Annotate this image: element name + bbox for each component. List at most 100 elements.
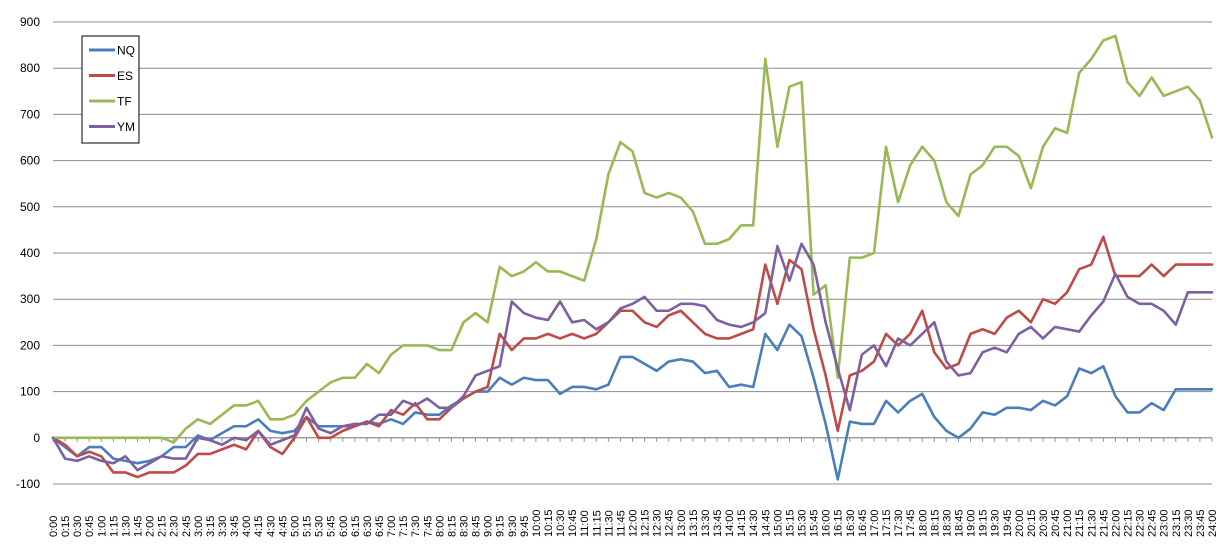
x-tick-label: 20:45	[1050, 509, 1062, 537]
x-tick-label: 15:15	[784, 509, 796, 537]
x-tick-label: 4:00	[241, 516, 253, 537]
x-tick-label: 4:15	[253, 516, 265, 537]
x-tick-label: 16:15	[833, 509, 845, 537]
x-tick-label: 1:15	[108, 516, 120, 537]
axis-layer: -100 0 100 200 300 400 500 600 700 800 900 0:00 0:15…	[16, 15, 1219, 537]
x-tick-label: 18:30	[941, 509, 953, 537]
x-tick-label: 20:15	[1026, 509, 1038, 537]
x-tick-label: 18:00	[917, 509, 929, 537]
x-tick-label: 2:15	[157, 516, 169, 537]
x-tick-label: 23:00	[1159, 509, 1171, 537]
x-tick-label: 13:15	[688, 509, 700, 537]
x-tick-label: 22:15	[1122, 509, 1134, 537]
x-tick-label: 10:30	[555, 509, 567, 537]
x-tick-label: 21:00	[1062, 509, 1074, 537]
x-tick-label: 17:45	[905, 509, 917, 537]
grid-layer	[53, 21, 1212, 485]
x-tick-label: 7:30	[410, 516, 422, 537]
x-tick-label: 11:45	[615, 510, 627, 537]
x-tick-label: 0:45	[84, 516, 96, 537]
series-line-ym	[51, 242, 1214, 472]
legend-label-tf: TF	[117, 95, 132, 109]
x-tick-label: 17:00	[869, 509, 881, 537]
x-tick-label: 6:45	[374, 516, 386, 537]
x-tick-label: 11:30	[603, 510, 615, 537]
x-tick-label: 0:30	[72, 516, 84, 537]
x-tick-label: 7:45	[422, 516, 434, 537]
y-tick-label: 400	[20, 246, 40, 260]
x-tick-label: 8:30	[458, 516, 470, 537]
x-tick-label: 14:15	[736, 509, 748, 537]
x-tick-label: 19:00	[966, 509, 978, 537]
x-tick-label: 5:15	[302, 516, 314, 537]
x-tick-label: 6:30	[362, 516, 374, 537]
x-tick-label: 9:45	[519, 516, 531, 537]
x-tick-label: 18:45	[953, 509, 965, 537]
x-tick-label: 11:15	[591, 510, 603, 537]
x-tick-label: 8:15	[446, 516, 458, 537]
y-tick-label: 100	[20, 385, 40, 399]
x-tick-label: 1:45	[133, 516, 145, 537]
x-tick-label: 14:45	[760, 509, 772, 537]
x-tick-label: 3:45	[229, 516, 241, 537]
x-tick-label: 1:30	[120, 516, 132, 537]
x-tick-label: 15:30	[797, 509, 809, 537]
x-tick-label: 14:30	[748, 509, 760, 537]
x-tick-label: 12:45	[664, 509, 676, 537]
legend-label-nq: NQ	[117, 44, 135, 58]
x-tick-label: 15:00	[772, 509, 784, 537]
x-tick-label: 9:15	[495, 516, 507, 537]
x-tick-label: 3:30	[217, 516, 229, 537]
x-tick-label: 10:15	[543, 509, 555, 537]
x-tick-label: 2:00	[145, 516, 157, 537]
x-tick-label: 0:00	[48, 516, 60, 537]
x-tick-label: 0:15	[60, 516, 72, 537]
x-tick-label: 8:45	[471, 516, 483, 537]
x-tick-label: 16:45	[857, 509, 869, 537]
x-tick-label: 8:00	[434, 516, 446, 537]
x-tick-label: 23:30	[1183, 509, 1195, 537]
x-tick-label: 4:30	[265, 516, 277, 537]
x-tick-label: 23:15	[1171, 509, 1183, 537]
x-tick-label: 3:00	[193, 516, 205, 537]
x-tick-label: 5:00	[289, 516, 301, 537]
x-tick-label: 24:00	[1207, 509, 1219, 537]
legend-label-es: ES	[117, 69, 133, 83]
x-tick-label: 19:30	[990, 509, 1002, 537]
x-tick-label: 18:15	[929, 509, 941, 537]
x-tick-label: 20:00	[1014, 509, 1026, 537]
x-tick-label: 16:30	[845, 509, 857, 537]
x-tick-label: 4:45	[277, 516, 289, 537]
legend: NQ ES TF YM	[81, 35, 140, 144]
x-tick-label: 22:45	[1147, 509, 1159, 537]
y-tick-label: 600	[20, 154, 40, 168]
x-tick-label: 7:15	[398, 516, 410, 537]
x-tick-label: 13:45	[712, 509, 724, 537]
y-tick-label: 200	[20, 338, 40, 352]
series-line-es	[51, 235, 1214, 479]
x-tick-label: 21:45	[1098, 509, 1110, 537]
x-tick-label: 16:00	[821, 509, 833, 537]
x-tick-label: 9:00	[483, 516, 495, 537]
x-tick-label: 14:00	[724, 509, 736, 537]
x-tick-label: 12:30	[652, 509, 664, 537]
x-tick-label: 3:15	[205, 516, 217, 537]
x-tick-label: 19:45	[1002, 509, 1014, 537]
x-tick-label: 10:45	[567, 509, 579, 537]
x-tick-label: 17:30	[893, 509, 905, 537]
x-tick-label: 2:30	[169, 516, 181, 537]
x-tick-label: 9:30	[507, 516, 519, 537]
x-tick-label: 21:15	[1074, 509, 1086, 537]
y-tick-label: 800	[20, 61, 40, 75]
x-tick-label: 7:00	[386, 516, 398, 537]
x-tick-label: 1:00	[96, 516, 108, 537]
series-line-tf	[51, 34, 1214, 444]
series-line-nq	[51, 323, 1214, 481]
x-tick-label: 6:00	[338, 516, 350, 537]
y-tick-label: 900	[20, 15, 40, 29]
x-tick-label: 13:30	[700, 509, 712, 537]
y-tick-label: 0	[33, 431, 40, 445]
x-tick-label: 17:15	[881, 509, 893, 537]
